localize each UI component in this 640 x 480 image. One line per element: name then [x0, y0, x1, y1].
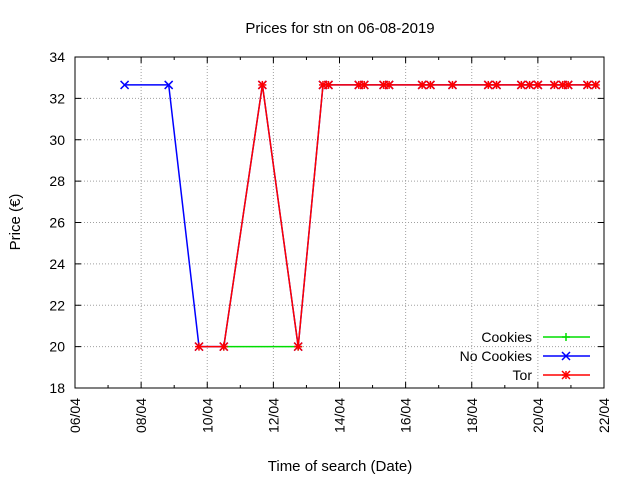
- x-tick-label: 22/04: [596, 398, 612, 433]
- y-tick-label: 30: [49, 132, 65, 148]
- series-line: [124, 84, 596, 348]
- legend: Cookies No Cookies Tor: [460, 329, 590, 383]
- chart-title: Prices for stn on 06-08-2019: [245, 20, 434, 37]
- data-point: [359, 80, 369, 90]
- series-tor: [194, 80, 601, 352]
- y-tick-label: 24: [49, 256, 65, 272]
- data-point: [257, 80, 267, 90]
- x-tick-label: 06/04: [67, 398, 83, 433]
- data-point: [384, 80, 394, 90]
- y-tick-label: 32: [49, 90, 65, 106]
- data-point: [516, 80, 526, 90]
- data-point: [417, 80, 427, 90]
- data-point: [591, 80, 601, 90]
- grid: [75, 57, 604, 388]
- y-tick-label: 20: [49, 339, 65, 355]
- legend-label: No Cookies: [460, 348, 532, 364]
- x-axis-label: Time of search (Date): [268, 458, 413, 475]
- data-point: [533, 80, 543, 90]
- series-layer: [120, 80, 601, 352]
- x-tick-label: 14/04: [332, 398, 348, 433]
- y-axis-label: Price (€): [7, 194, 24, 251]
- data-point: [120, 80, 130, 90]
- data-point: [563, 80, 573, 90]
- axes: 18 20 22 24 26 28 30 32 34 06/04 08/04 10/04 12/04 14…: [49, 49, 612, 433]
- x-tick-label: 20/04: [530, 398, 546, 433]
- data-point: [323, 80, 334, 90]
- data-point: [525, 80, 535, 90]
- data-point: [425, 80, 435, 90]
- data-point: [194, 342, 204, 352]
- data-point: [549, 80, 559, 90]
- data-point: [447, 80, 457, 90]
- x-tick-label: 10/04: [199, 398, 215, 433]
- legend-marker: [561, 351, 571, 361]
- plot-frame: [74, 56, 605, 389]
- legend-marker: [561, 370, 571, 380]
- legend-label: Cookies: [481, 329, 532, 345]
- y-tick-label: 28: [49, 173, 65, 189]
- x-tick-label: 12/04: [265, 398, 281, 433]
- data-point: [219, 342, 229, 352]
- data-point: [492, 80, 502, 90]
- data-point: [483, 80, 493, 90]
- y-tick-label: 22: [49, 297, 65, 313]
- legend-label: Tor: [513, 367, 533, 383]
- x-tick-label: 18/04: [464, 398, 480, 433]
- y-tick-label: 34: [49, 49, 65, 65]
- x-tick-label: 16/04: [398, 398, 414, 433]
- legend-marker: [562, 333, 570, 341]
- data-point: [582, 80, 592, 90]
- series-no-cookies: [120, 80, 601, 352]
- series-cookies: [219, 342, 303, 351]
- y-tick-label: 26: [49, 215, 65, 231]
- x-tick-label: 08/04: [133, 398, 149, 433]
- data-point: [164, 80, 174, 90]
- series-line: [199, 84, 596, 348]
- data-point: [293, 342, 303, 352]
- y-tick-label: 18: [49, 380, 65, 396]
